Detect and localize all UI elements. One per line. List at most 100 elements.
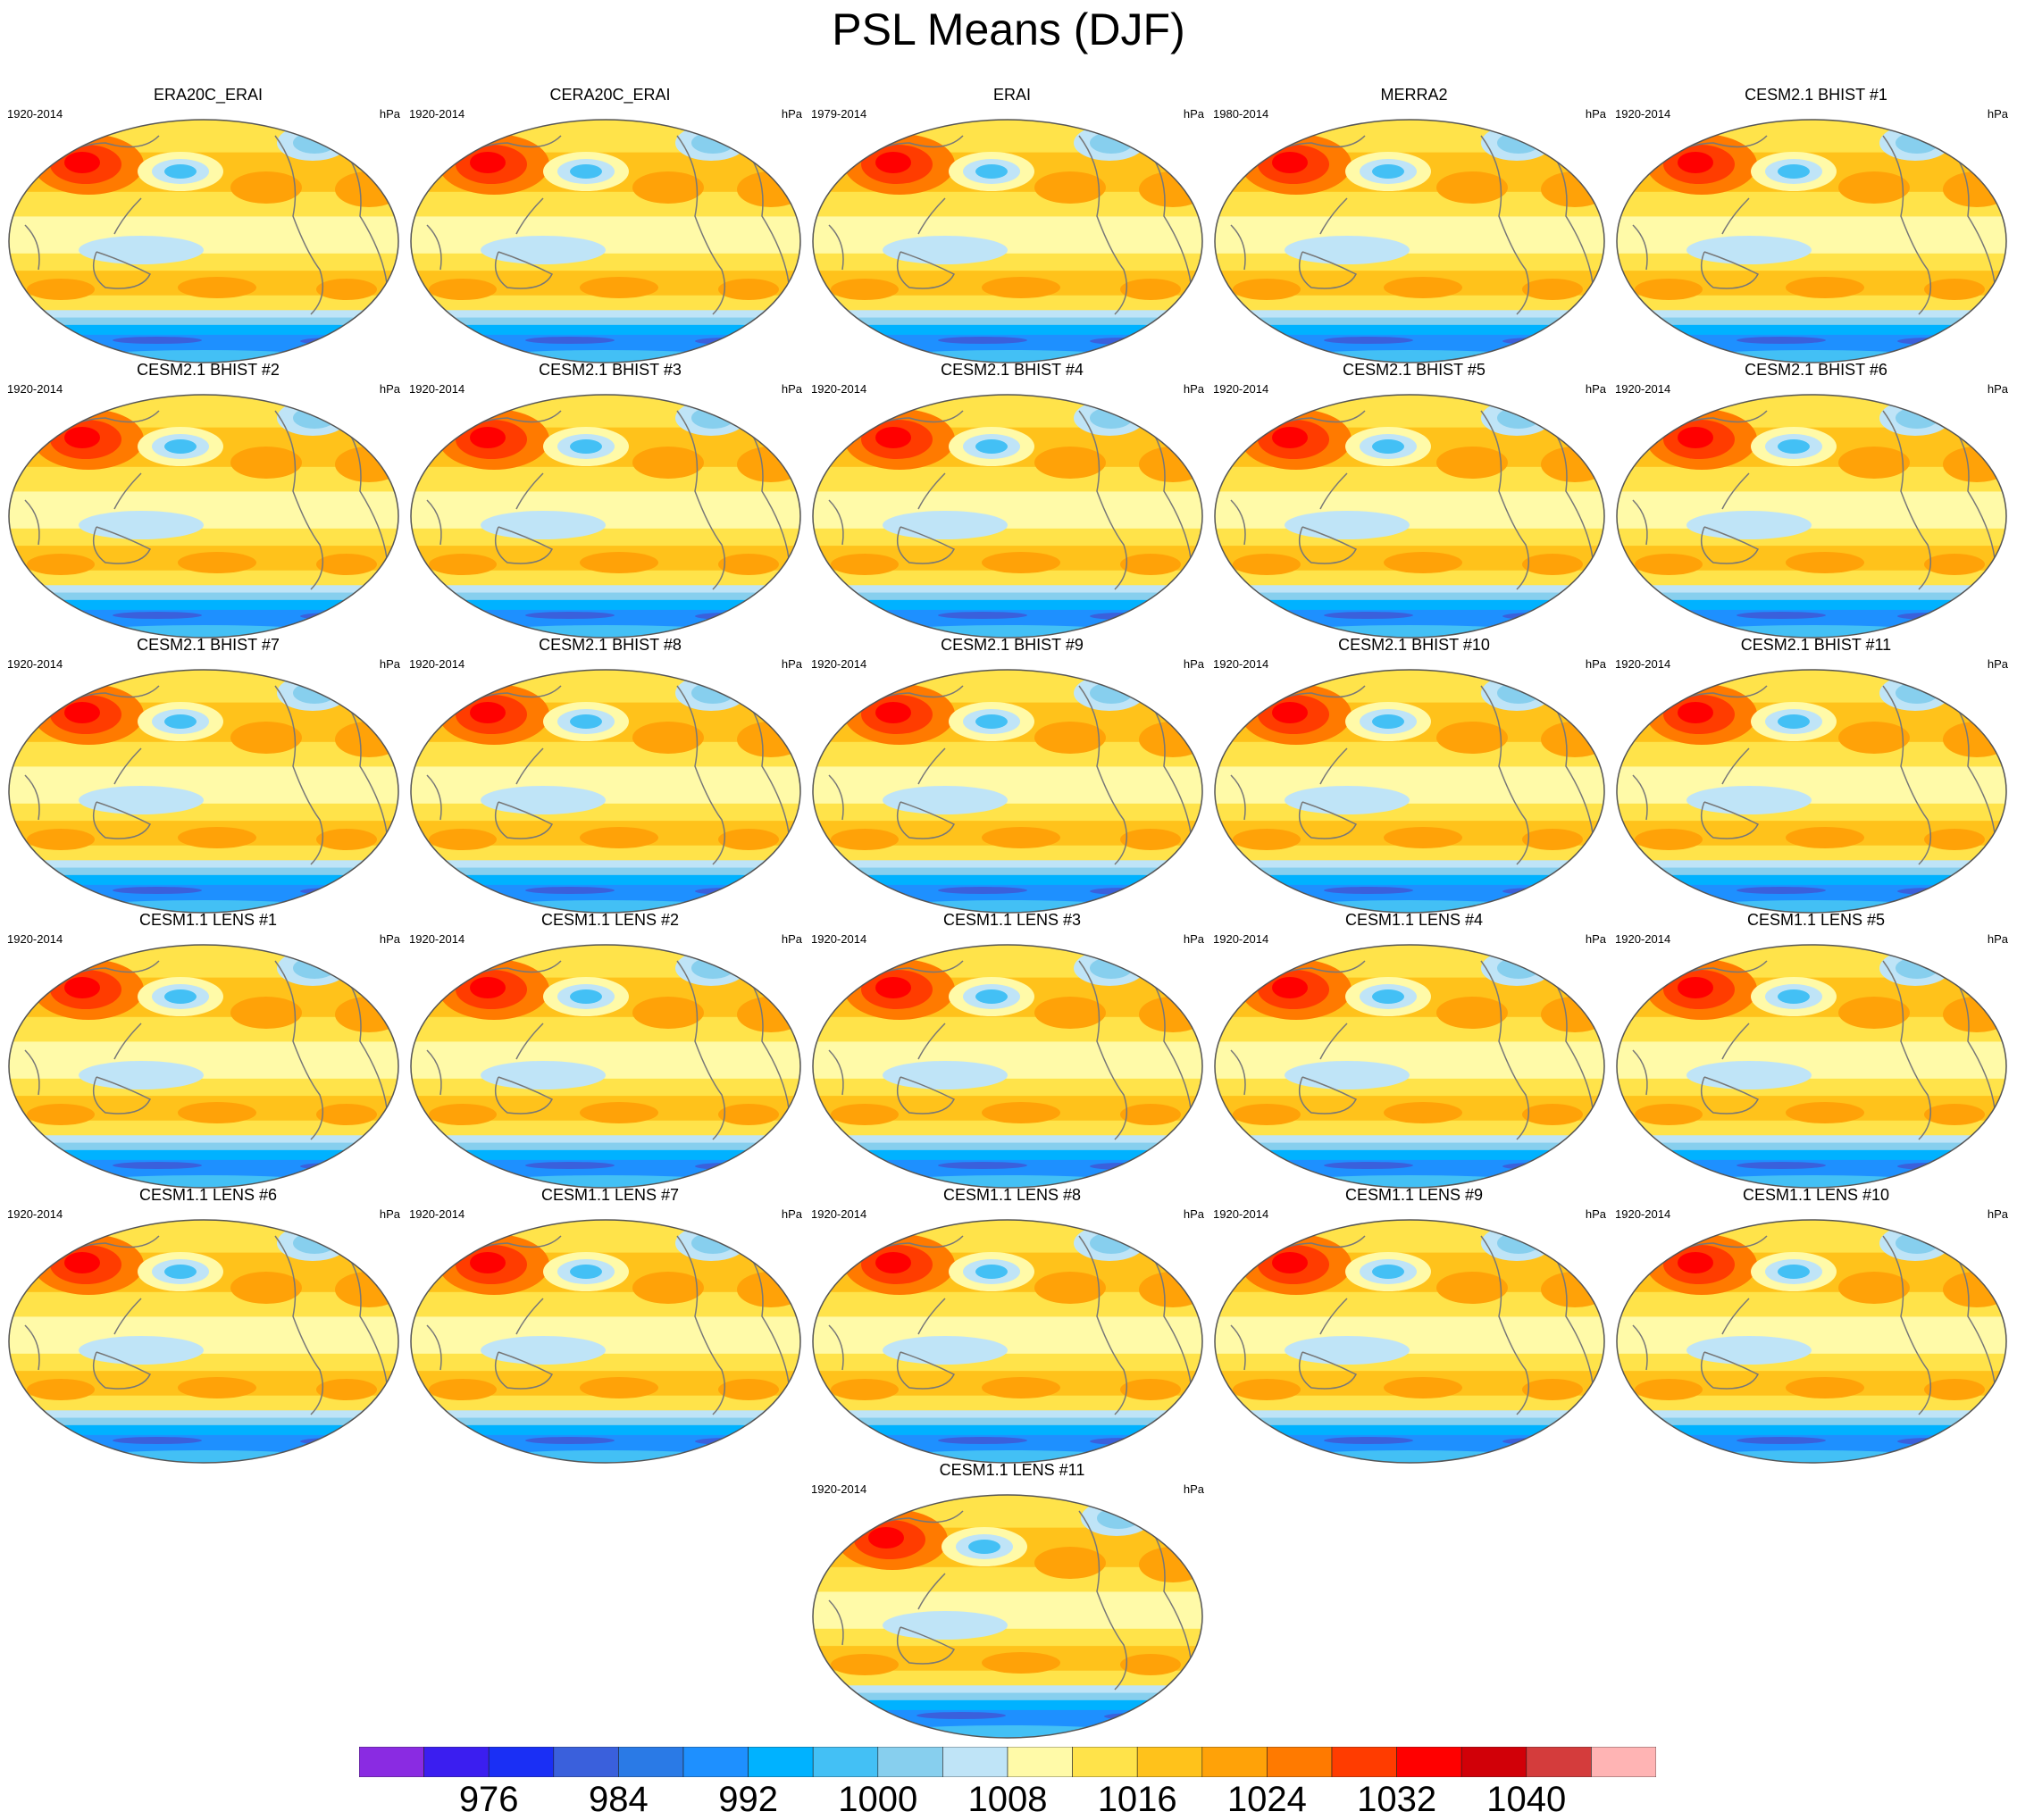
pressure-cell bbox=[938, 337, 1027, 344]
pressure-cell bbox=[316, 829, 377, 850]
coastline bbox=[274, 410, 324, 590]
pressure-cell bbox=[27, 554, 95, 575]
pressure-cell bbox=[1541, 997, 1604, 1032]
pressure-cell bbox=[695, 1438, 766, 1445]
coastline bbox=[1954, 1253, 1996, 1384]
pressure-cell bbox=[525, 612, 615, 619]
panel-units: hPa bbox=[1987, 382, 2008, 396]
panel-units: hPa bbox=[1183, 932, 1204, 946]
map-panel: CESM2.1 BHIST #9 1920-2014 hPa bbox=[811, 636, 1213, 914]
coastline bbox=[1078, 1235, 1128, 1415]
map-boundary bbox=[410, 944, 801, 1189]
pressure-cell bbox=[429, 279, 497, 300]
pressure-cell bbox=[1838, 997, 1910, 1029]
pressure-cell bbox=[79, 1061, 204, 1089]
pressure-cell bbox=[1104, 1713, 1176, 1720]
lat-band bbox=[813, 1220, 1202, 1254]
pressure-cell bbox=[831, 829, 899, 850]
lat-band bbox=[9, 867, 398, 876]
colorbar-box bbox=[942, 1747, 1008, 1777]
pressure-cell bbox=[1324, 612, 1413, 619]
pressure-cell bbox=[525, 1162, 615, 1169]
lat-band bbox=[1617, 585, 2006, 594]
colorbar-box bbox=[1396, 1747, 1462, 1777]
lat-band bbox=[9, 216, 398, 255]
colorbar-box bbox=[1072, 1747, 1138, 1777]
coastline bbox=[828, 774, 844, 821]
panel-units: hPa bbox=[1183, 107, 1204, 121]
lat-band bbox=[1215, 1291, 1604, 1318]
lat-band bbox=[1617, 1149, 2006, 1161]
map-panel: CESM1.1 LENS #4 1920-2014 hPa bbox=[1213, 911, 1615, 1189]
lat-band bbox=[411, 317, 800, 326]
pressure-cell bbox=[230, 1272, 302, 1304]
lat-band bbox=[813, 1628, 1202, 1648]
pressure-cell bbox=[938, 1437, 1027, 1444]
lat-band bbox=[411, 310, 800, 319]
pressure-cell bbox=[525, 337, 615, 344]
map-boundary bbox=[812, 944, 1203, 1189]
pressure-cell bbox=[1436, 447, 1508, 479]
map-panel: MERRA2 1980-2014 hPa bbox=[1213, 86, 1615, 363]
panel-title: CESM1.1 LENS #11 bbox=[939, 1461, 1085, 1479]
panel-period: 1920-2014 bbox=[7, 932, 63, 946]
lat-band bbox=[1617, 191, 2006, 218]
lat-band bbox=[813, 120, 1202, 154]
panel-units: hPa bbox=[1987, 1207, 2008, 1221]
psl-map bbox=[1616, 119, 2007, 363]
psl-map bbox=[1214, 394, 1605, 639]
lat-band bbox=[813, 670, 1202, 704]
pressure-cell bbox=[1943, 447, 2006, 482]
lat-band bbox=[1215, 599, 1604, 611]
pressure-cell bbox=[1090, 1232, 1133, 1254]
pressure-cell bbox=[938, 887, 1027, 894]
pressure-cell bbox=[1522, 1104, 1583, 1125]
colorbar-box bbox=[359, 1747, 424, 1777]
coastline bbox=[24, 774, 40, 821]
pressure-cell bbox=[1896, 132, 1938, 154]
lat-band bbox=[9, 1149, 398, 1161]
lat-band bbox=[9, 803, 398, 822]
pressure-cell bbox=[113, 1162, 202, 1169]
pressure-cell bbox=[580, 552, 658, 573]
coastline bbox=[1700, 1076, 1760, 1115]
lat-band bbox=[1215, 1016, 1604, 1043]
lat-band bbox=[813, 395, 1202, 429]
coastline bbox=[1150, 1528, 1192, 1659]
panel-units: hPa bbox=[1987, 932, 2008, 946]
lat-band bbox=[9, 599, 398, 611]
lat-band bbox=[9, 1142, 398, 1151]
pressure-cell bbox=[429, 1104, 497, 1125]
panel-units: hPa bbox=[1585, 657, 1606, 671]
lat-band bbox=[813, 253, 1202, 272]
pressure-cell bbox=[975, 989, 1008, 1004]
pressure-cell bbox=[1384, 827, 1462, 848]
coastline bbox=[676, 960, 726, 1140]
pressure-cell bbox=[1678, 1252, 1713, 1273]
lat-band bbox=[411, 191, 800, 218]
colorbar bbox=[359, 1747, 1656, 1777]
pressure-cell bbox=[883, 786, 1008, 814]
pressure-cell bbox=[230, 722, 302, 754]
lat-band bbox=[813, 874, 1202, 886]
pressure-cell bbox=[1686, 511, 1812, 539]
pressure-cell bbox=[1635, 554, 1703, 575]
lat-band bbox=[411, 860, 800, 869]
lat-band bbox=[411, 1220, 800, 1254]
pressure-cell bbox=[737, 1272, 800, 1307]
lat-band bbox=[1215, 1410, 1604, 1419]
psl-map bbox=[8, 1219, 399, 1464]
coastline bbox=[494, 1351, 554, 1390]
map-boundary bbox=[1214, 394, 1605, 639]
lat-band bbox=[411, 766, 800, 805]
pressure-cell bbox=[1272, 977, 1308, 998]
map-boundary bbox=[410, 1219, 801, 1464]
pressure-cell bbox=[1324, 1437, 1413, 1444]
lat-band bbox=[813, 1591, 1202, 1630]
panel-title: CESM1.1 LENS #6 bbox=[138, 1186, 278, 1204]
pressure-cell bbox=[1924, 1104, 1985, 1125]
pressure-cell bbox=[113, 887, 202, 894]
coastline bbox=[896, 1626, 956, 1665]
map-panel: CESM2.1 BHIST #5 1920-2014 hPa bbox=[1213, 361, 1615, 639]
pressure-cell bbox=[1272, 1252, 1308, 1273]
